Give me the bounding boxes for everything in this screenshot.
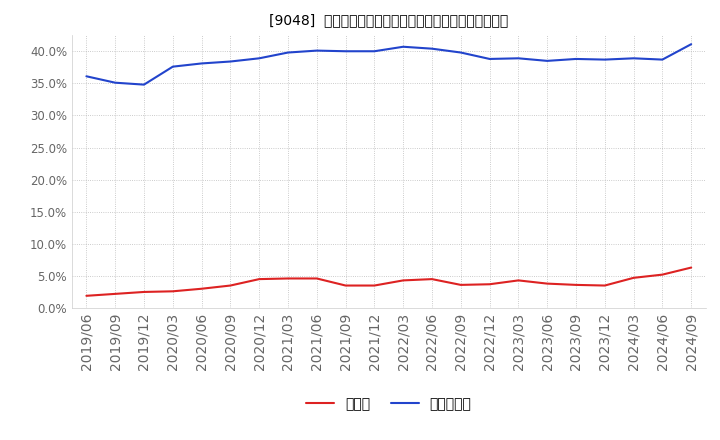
現預金 xyxy=(629,275,638,280)
有利子負債 xyxy=(111,80,120,85)
現預金 xyxy=(687,265,696,270)
有利子負債 xyxy=(255,56,264,61)
有利子負債 xyxy=(543,58,552,63)
現預金 xyxy=(82,293,91,298)
有利子負債 xyxy=(226,59,235,64)
現預金 xyxy=(168,289,177,294)
有利子負債 xyxy=(284,50,292,55)
有利子負債 xyxy=(399,44,408,49)
現預金 xyxy=(140,290,148,295)
現預金 xyxy=(658,272,667,277)
Title: [9048]  現預金、有利子負債の総資産に対する比率の推移: [9048] 現預金、有利子負債の総資産に対する比率の推移 xyxy=(269,13,508,27)
現預金 xyxy=(370,283,379,288)
有利子負債 xyxy=(687,41,696,47)
現預金 xyxy=(543,281,552,286)
Legend: 現預金, 有利子負債: 現預金, 有利子負債 xyxy=(300,391,477,416)
有利子負債 xyxy=(600,57,609,62)
現預金 xyxy=(284,276,292,281)
有利子負債 xyxy=(82,73,91,79)
現預金 xyxy=(600,283,609,288)
Line: 有利子負債: 有利子負債 xyxy=(86,44,691,84)
現預金 xyxy=(572,282,580,287)
有利子負債 xyxy=(658,57,667,62)
現預金 xyxy=(456,282,465,287)
現預金 xyxy=(514,278,523,283)
現預金 xyxy=(312,276,321,281)
有利子負債 xyxy=(168,64,177,69)
有利子負債 xyxy=(341,48,350,54)
有利子負債 xyxy=(629,56,638,61)
現預金 xyxy=(255,276,264,282)
Line: 現預金: 現預金 xyxy=(86,268,691,296)
有利子負債 xyxy=(140,82,148,87)
有利子負債 xyxy=(514,56,523,61)
有利子負債 xyxy=(197,61,206,66)
有利子負債 xyxy=(485,56,494,62)
現預金 xyxy=(197,286,206,291)
現預金 xyxy=(226,283,235,288)
現預金 xyxy=(399,278,408,283)
有利子負債 xyxy=(572,56,580,62)
現預金 xyxy=(428,276,436,282)
現預金 xyxy=(485,282,494,287)
現預金 xyxy=(111,291,120,297)
現預金 xyxy=(341,283,350,288)
有利子負債 xyxy=(456,50,465,55)
有利子負債 xyxy=(370,48,379,54)
有利子負債 xyxy=(428,46,436,51)
有利子負債 xyxy=(312,48,321,53)
